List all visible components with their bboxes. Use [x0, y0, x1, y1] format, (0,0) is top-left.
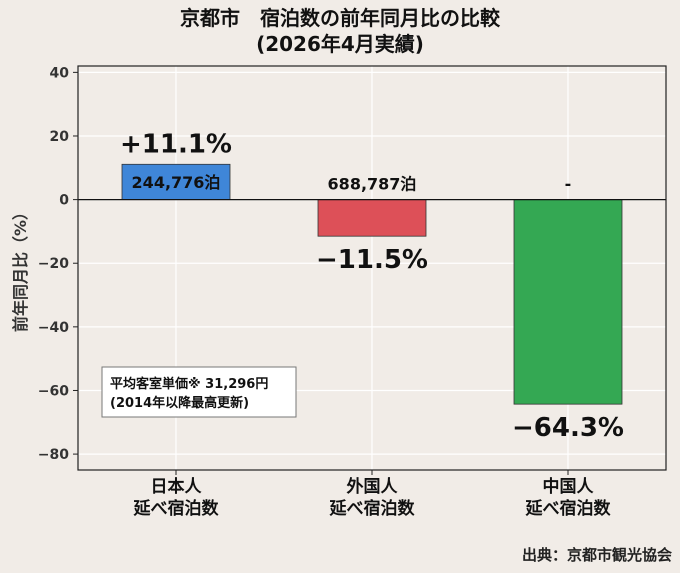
count-label: 688,787泊 — [328, 175, 417, 194]
y-tick-label: 0 — [59, 193, 69, 209]
y-tick-label: −40 — [38, 320, 69, 336]
x-tick-label: 延べ宿泊数 — [133, 498, 220, 519]
data-label: −64.3% — [512, 413, 624, 443]
x-tick-label: 延べ宿泊数 — [525, 498, 612, 519]
annotation-line2: (2014年以降最高更新) — [110, 395, 249, 411]
y-tick-label: −80 — [38, 447, 69, 463]
chart-subtitle: (2026年4月実績) — [256, 32, 424, 56]
x-tick-label: 日本人 — [151, 476, 203, 497]
count-label: - — [565, 175, 572, 194]
count-label: 244,776泊 — [132, 173, 221, 192]
chart-title: 京都市 宿泊数の前年同月比の比較 — [180, 6, 500, 30]
annotation-line1: 平均客室単価※ 31,296円 — [110, 376, 268, 392]
y-tick-label: 20 — [50, 129, 70, 145]
y-tick-label: −60 — [38, 383, 69, 399]
annotation-box — [101, 366, 297, 418]
data-label: +11.1% — [120, 129, 232, 159]
data-label: −11.5% — [316, 245, 428, 275]
x-tick-label: 外国人 — [347, 476, 399, 497]
y-axis-label: 前年同月比（%） — [11, 204, 30, 332]
y-tick-label: 40 — [50, 65, 70, 81]
bar — [317, 199, 427, 237]
y-tick-label: −20 — [38, 256, 69, 272]
x-tick-label: 中国人 — [543, 476, 595, 497]
source-note: 出典：京都市観光協会 — [521, 546, 672, 564]
bar — [513, 199, 623, 405]
x-tick-label: 延べ宿泊数 — [329, 498, 416, 519]
